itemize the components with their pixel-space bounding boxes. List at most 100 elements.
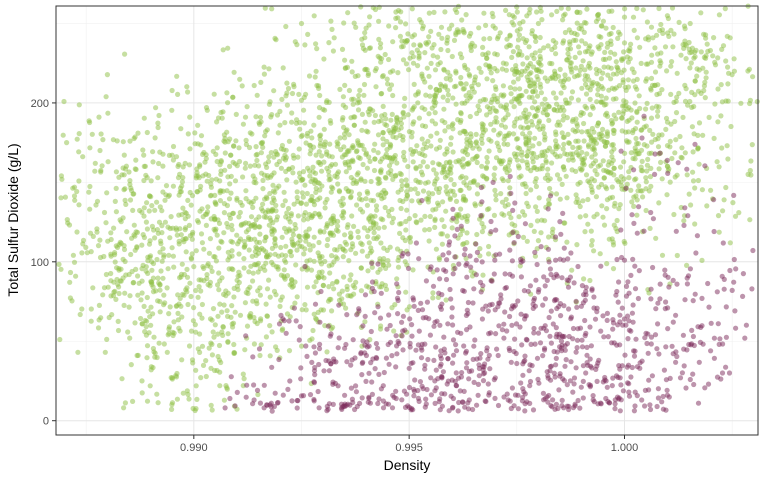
data-point (294, 294, 300, 300)
data-point (486, 243, 492, 250)
data-point (647, 406, 654, 413)
data-point (634, 35, 641, 41)
data-point (509, 258, 515, 264)
data-point (316, 180, 322, 186)
data-point (244, 104, 250, 110)
data-point (303, 307, 309, 313)
data-point (654, 91, 660, 98)
data-point (523, 190, 529, 197)
data-point (209, 352, 215, 358)
data-point (317, 136, 323, 142)
data-point (590, 393, 596, 399)
data-point (491, 377, 497, 383)
data-point (715, 86, 721, 92)
data-point (341, 274, 347, 280)
data-point (228, 374, 234, 380)
data-point (444, 149, 450, 155)
data-point (508, 91, 514, 97)
data-point (727, 240, 733, 246)
data-point (335, 181, 341, 187)
data-point (340, 195, 346, 201)
data-point (589, 154, 595, 160)
data-point (470, 300, 476, 306)
data-point (467, 253, 473, 259)
data-point (560, 334, 566, 340)
data-point (511, 240, 517, 246)
data-point (420, 159, 426, 165)
data-point (443, 268, 449, 274)
data-point (674, 70, 680, 76)
data-point (582, 41, 589, 47)
data-point (592, 136, 598, 142)
data-point (209, 177, 215, 183)
data-point (390, 39, 396, 45)
data-point (705, 381, 712, 387)
data-point (514, 360, 520, 367)
data-point (499, 199, 506, 205)
data-point (206, 250, 212, 256)
data-point (579, 166, 585, 172)
data-point (612, 401, 618, 407)
data-point (671, 99, 677, 105)
data-point (530, 88, 536, 94)
data-point (594, 309, 600, 315)
data-point (203, 105, 210, 111)
data-point (442, 391, 448, 397)
data-point (500, 83, 506, 89)
data-point (710, 53, 716, 59)
data-point (550, 226, 556, 232)
data-point (432, 121, 439, 127)
data-point (723, 364, 729, 370)
data-point (631, 220, 637, 226)
data-point (266, 66, 272, 72)
data-point (434, 90, 440, 96)
data-point (428, 28, 434, 34)
data-point (227, 181, 233, 187)
data-point (526, 44, 532, 50)
data-point (506, 167, 512, 173)
data-point (487, 35, 493, 42)
data-point (615, 299, 621, 305)
data-point (129, 268, 135, 275)
data-point (341, 20, 347, 26)
data-point (353, 149, 359, 155)
data-point (490, 23, 496, 29)
data-point (553, 401, 560, 407)
data-point (509, 322, 515, 328)
data-point (558, 338, 565, 344)
data-point (64, 140, 70, 146)
data-point (702, 95, 708, 101)
data-point (329, 154, 335, 160)
data-point (598, 34, 604, 40)
data-point (420, 146, 426, 152)
data-point (527, 283, 534, 289)
data-point (626, 175, 632, 181)
data-point (650, 131, 656, 137)
data-point (195, 122, 201, 128)
data-point (698, 10, 704, 16)
data-point (329, 308, 335, 314)
data-point (526, 10, 532, 16)
data-point (543, 158, 549, 164)
data-point (366, 370, 372, 376)
data-point (567, 274, 574, 280)
data-point (216, 342, 223, 349)
data-point (632, 403, 638, 409)
data-point (450, 322, 456, 328)
data-point (302, 302, 308, 308)
data-point (619, 115, 625, 121)
data-point (385, 208, 392, 215)
data-point (271, 170, 277, 176)
data-point (532, 179, 538, 185)
data-point (213, 151, 219, 157)
data-point (750, 247, 756, 254)
data-point (561, 220, 567, 226)
data-point (156, 112, 162, 119)
data-point (723, 58, 729, 64)
data-point (640, 7, 646, 13)
data-point (286, 166, 292, 172)
data-point (522, 401, 528, 407)
data-point (665, 274, 671, 280)
data-point (318, 141, 324, 147)
data-point (269, 245, 275, 251)
